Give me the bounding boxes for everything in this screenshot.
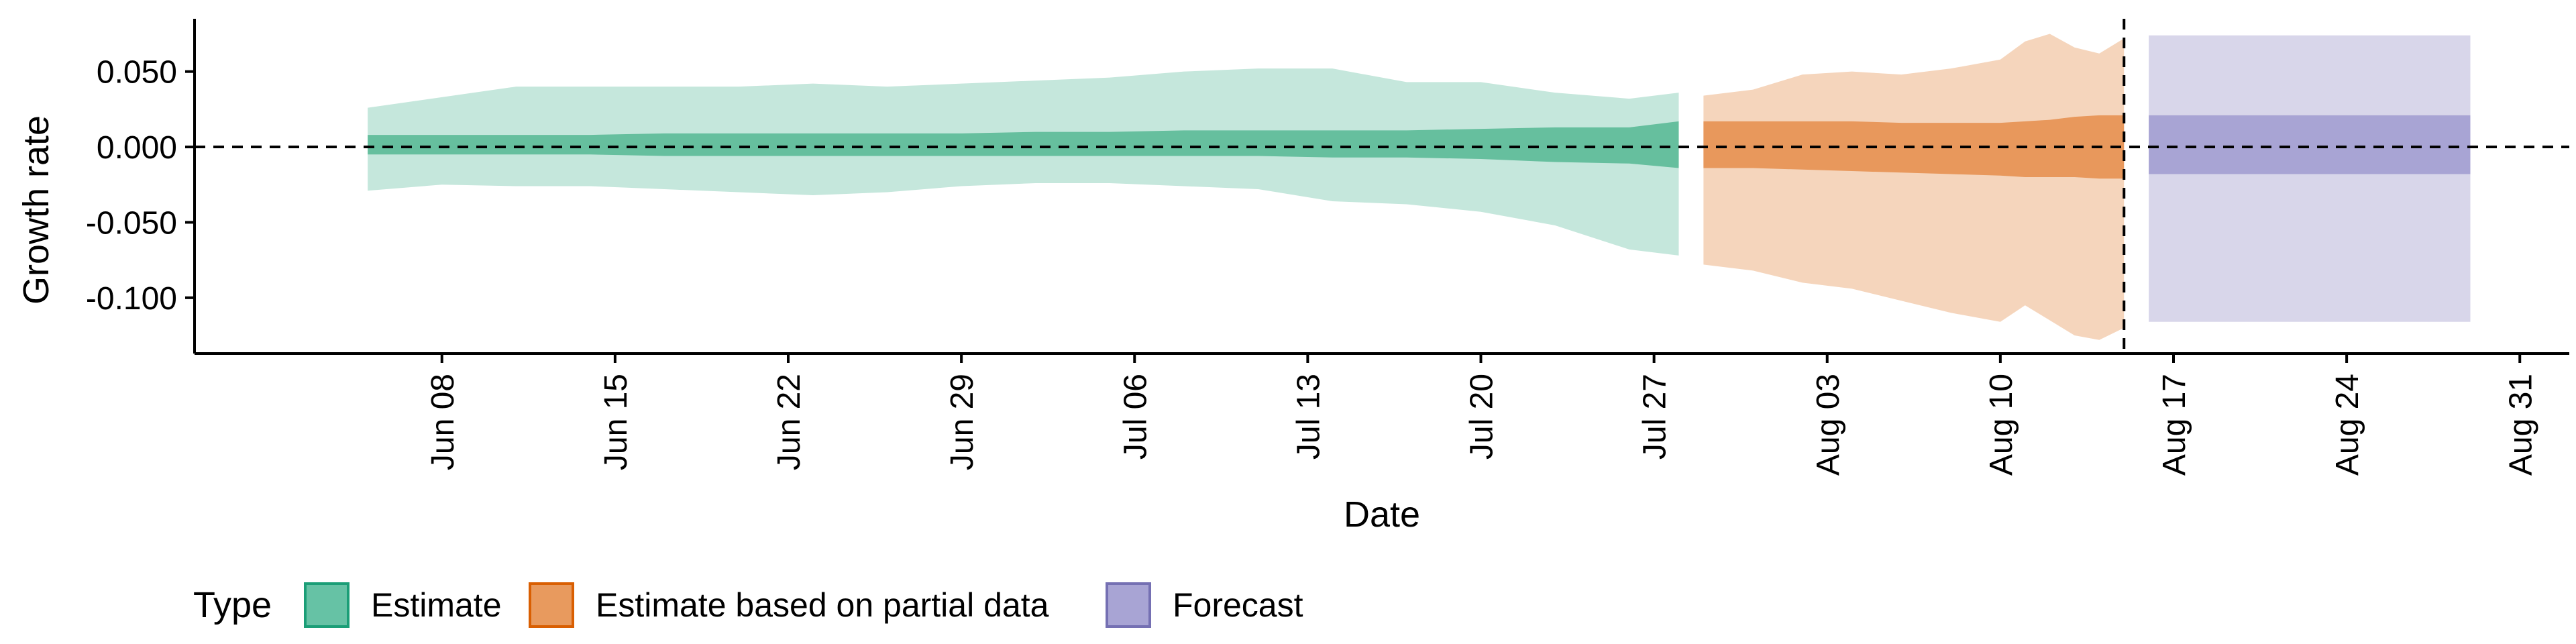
- x-ticks: Jun 08 Jun 15 Jun 22 Jun 29 Jul 06 Jul 13 Jul …: [425, 354, 2538, 476]
- x-tick-label: Jul 20: [1464, 374, 1500, 460]
- y-tick-label: 0.050: [97, 55, 177, 91]
- legend-label: Forecast: [1173, 586, 1303, 624]
- x-tick-label: Jun 22: [771, 374, 807, 470]
- y-axis-title: Growth rate: [16, 115, 56, 305]
- legend-title: Type: [193, 585, 272, 625]
- reference-lines: [195, 19, 2569, 354]
- x-tick-label: Jun 29: [945, 374, 980, 470]
- y-tick-label: -0.100: [86, 281, 177, 317]
- x-tick-label: Jun 08: [425, 374, 461, 470]
- legend-label: Estimate: [371, 586, 502, 624]
- x-tick-label: Jul 27: [1638, 374, 1673, 460]
- x-tick-label: Jul 13: [1291, 374, 1326, 460]
- x-tick-label: Jul 06: [1118, 374, 1153, 460]
- legend: Type Estimate Estimate based on partial da…: [193, 582, 1303, 628]
- band-outer-estimate-based-on-partial-data: [1703, 34, 2125, 340]
- series-bands: [368, 34, 2471, 340]
- x-tick-label: Aug 31: [2503, 374, 2538, 476]
- band-inner-estimate: [368, 121, 1679, 168]
- band-outer-estimate: [368, 68, 1679, 256]
- legend-swatch: [1106, 582, 1151, 628]
- legend-label: Estimate based on partial data: [596, 586, 1049, 624]
- x-axis-title: Date: [1344, 494, 1420, 535]
- legend-swatch: [304, 582, 350, 628]
- x-tick-label: Jun 15: [598, 374, 634, 470]
- x-tick-label: Aug 10: [1984, 374, 2019, 476]
- x-tick-label: Aug 17: [2157, 374, 2192, 476]
- y-tick-label: -0.050: [86, 205, 177, 241]
- x-tick-label: Aug 03: [1811, 374, 1846, 476]
- x-tick-label: Aug 24: [2330, 374, 2365, 476]
- band-inner-forecast: [2149, 115, 2471, 174]
- band-outer-forecast: [2149, 35, 2471, 322]
- y-tick-label: 0.000: [97, 130, 177, 166]
- legend-swatch: [529, 582, 574, 628]
- y-ticks: 0.050 0.000 -0.050 -0.100: [86, 55, 195, 317]
